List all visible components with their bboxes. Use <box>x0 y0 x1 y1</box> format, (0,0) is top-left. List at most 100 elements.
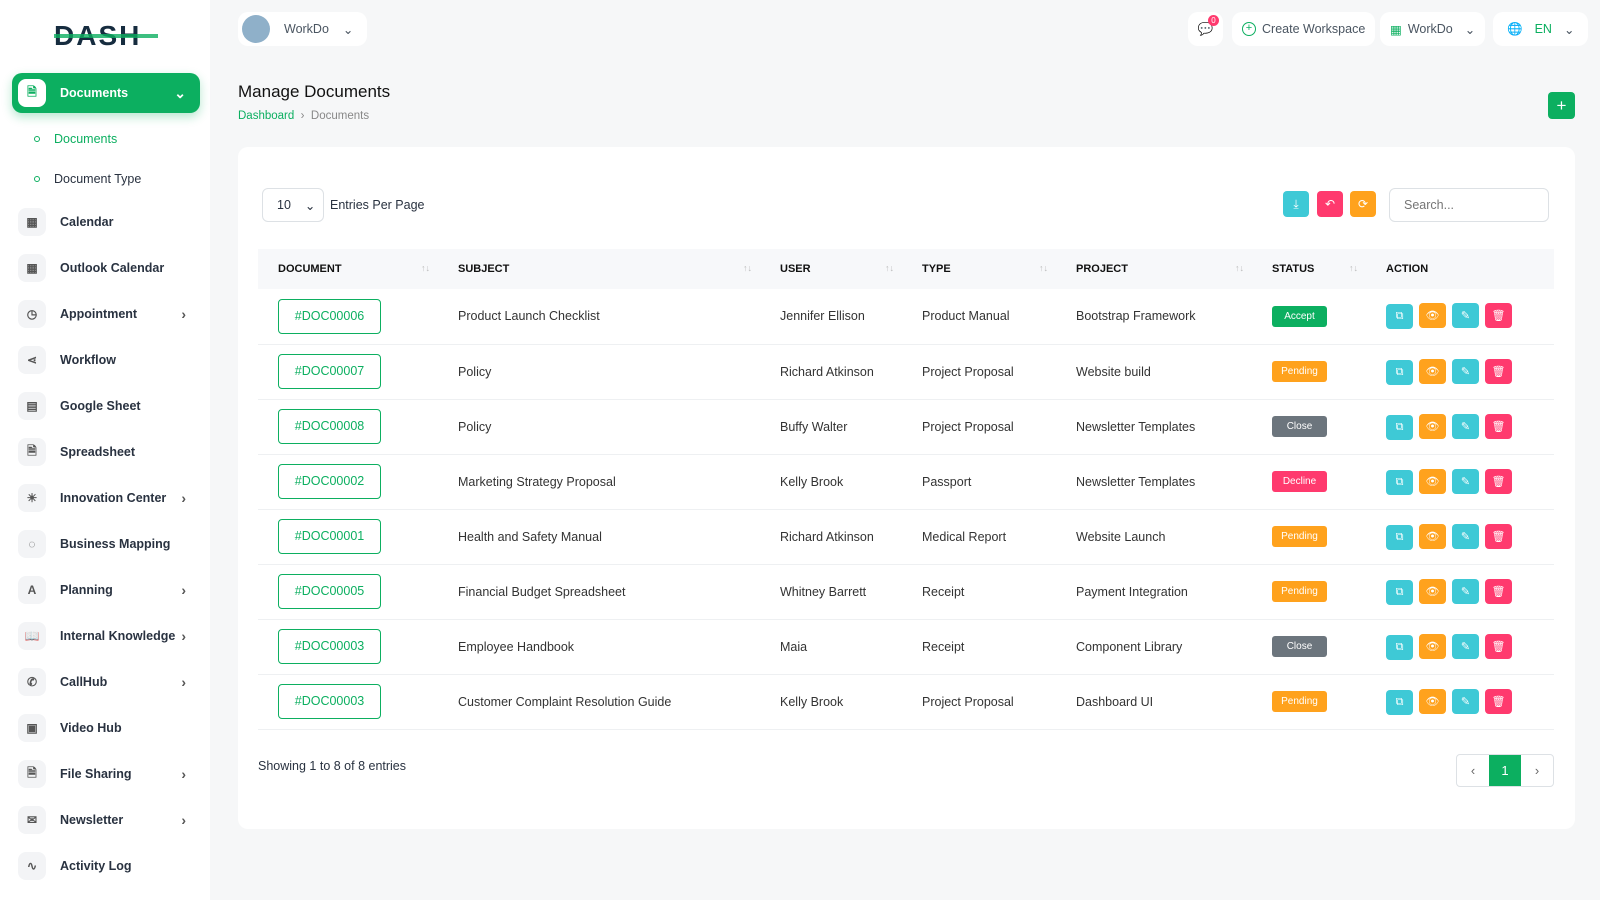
view-button[interactable]: 👁 <box>1419 688 1446 714</box>
logo[interactable]: DASH <box>54 20 158 52</box>
edit-button[interactable]: ✎ <box>1452 578 1479 604</box>
column-header[interactable]: TYPE ↑↓ <box>902 249 1056 289</box>
view-button[interactable]: 👁 <box>1419 413 1446 439</box>
copy-button[interactable]: ⧉ <box>1386 359 1413 385</box>
sidebar-item[interactable]: ▣ Video Hub <box>12 705 200 751</box>
copy-button[interactable]: ⧉ <box>1386 524 1413 550</box>
column-label: PROJECT <box>1076 263 1128 275</box>
breadcrumb-dashboard[interactable]: Dashboard <box>238 110 295 122</box>
sidebar-item[interactable]: ▦ Outlook Calendar <box>12 245 200 291</box>
table-row: #DOC00003 Employee Handbook Maia Receipt Co… <box>258 619 1554 675</box>
sidebar-item[interactable]: ◌ Business Mapping <box>12 521 200 567</box>
document-link[interactable]: #DOC00002 <box>278 464 381 499</box>
sidebar-item[interactable]: 🗎 File Sharing › <box>12 751 200 797</box>
sidebar-subitem[interactable]: Document Type <box>12 159 200 199</box>
delete-button[interactable]: 🗑 <box>1485 413 1512 439</box>
workspace-switcher[interactable]: WorkDo ⌄ <box>238 12 368 46</box>
view-button[interactable]: 👁 <box>1419 358 1446 384</box>
activity-icon: ∿ <box>18 852 46 880</box>
sidebar-item[interactable]: ▦ Calendar <box>12 199 200 245</box>
sidebar-item[interactable]: 📖 Internal Knowledge › <box>12 613 200 659</box>
document-link[interactable]: #DOC00005 <box>278 574 381 609</box>
export-button[interactable]: ⤓ <box>1283 191 1309 217</box>
sidebar-item-label: Documents <box>60 86 129 100</box>
copy-button[interactable]: ⧉ <box>1386 469 1413 495</box>
document-link[interactable]: #DOC00001 <box>278 519 381 554</box>
view-button[interactable]: 👁 <box>1419 468 1446 494</box>
edit-button[interactable]: ✎ <box>1452 468 1479 494</box>
delete-button[interactable]: 🗑 <box>1485 303 1512 329</box>
edit-button[interactable]: ✎ <box>1452 523 1479 549</box>
edit-button[interactable]: ✎ <box>1452 633 1479 659</box>
cell: Receipt <box>902 564 1056 620</box>
column-header[interactable]: STATUS ↑↓ <box>1252 249 1366 289</box>
copy-button[interactable]: ⧉ <box>1386 414 1413 440</box>
reload-button[interactable]: ⟳ <box>1350 191 1376 217</box>
status-badge: Pending <box>1272 526 1327 547</box>
view-button[interactable]: 👁 <box>1419 523 1446 549</box>
sidebar-item[interactable]: ∿ Activity Log <box>12 843 200 889</box>
cell: Health and Safety Manual <box>438 509 760 565</box>
edit-button[interactable]: ✎ <box>1452 688 1479 714</box>
column-header[interactable]: SUBJECT ↑↓ <box>438 249 760 289</box>
sidebar-item[interactable]: ✆ CallHub › <box>12 659 200 705</box>
breadcrumb: Dashboard › Documents <box>238 110 369 122</box>
download-icon: ⤓ <box>1293 196 1299 211</box>
view-button[interactable]: 👁 <box>1419 633 1446 659</box>
delete-button[interactable]: 🗑 <box>1485 633 1512 659</box>
edit-button[interactable]: ✎ <box>1452 358 1479 384</box>
sidebar-subitem[interactable]: Documents <box>12 119 200 159</box>
prev-page-button[interactable]: ‹ <box>1470 763 1476 778</box>
document-link[interactable]: #DOC00007 <box>278 354 381 389</box>
view-button[interactable]: 👁 <box>1419 578 1446 604</box>
breadcrumb-current: Documents <box>310 110 370 122</box>
workspace-menu[interactable]: ▦ WorkDo ⌄ <box>1380 12 1486 46</box>
reset-button[interactable]: ↶ <box>1317 191 1343 217</box>
status-badge: Pending <box>1272 581 1327 602</box>
sidebar-item[interactable]: ◷ Appointment › <box>12 291 200 337</box>
sidebar-item[interactable]: ☀ Innovation Center › <box>12 475 200 521</box>
sidebar-item[interactable]: ✉ Newsletter › <box>12 797 200 843</box>
document-link[interactable]: #DOC00006 <box>278 298 381 334</box>
edit-button[interactable]: ✎ <box>1452 303 1479 329</box>
create-workspace-button[interactable]: + Create Workspace <box>1232 12 1376 46</box>
workspace-menu-label: WorkDo <box>1407 22 1453 36</box>
column-header[interactable]: DOCUMENT ↑↓ <box>258 249 438 289</box>
cell: Policy <box>438 399 760 455</box>
cell: Bootstrap Framework <box>1056 289 1252 345</box>
view-button[interactable]: 👁 <box>1419 303 1446 329</box>
delete-button[interactable]: 🗑 <box>1485 578 1512 604</box>
document-link[interactable]: #DOC00003 <box>278 629 381 664</box>
add-document-button[interactable]: + <box>1548 92 1575 119</box>
sidebar-item-label: Newsletter <box>60 813 124 827</box>
copy-button[interactable]: ⧉ <box>1386 579 1413 605</box>
column-label: USER <box>780 263 811 275</box>
sidebar-item-label: Planning <box>60 583 113 597</box>
edit-button[interactable]: ✎ <box>1452 413 1479 439</box>
sidebar-item[interactable]: A Planning › <box>12 567 200 613</box>
sidebar-item-documents[interactable]: 🗎 Documents ⌄ <box>12 73 200 113</box>
next-page-button[interactable]: › <box>1534 763 1540 778</box>
page-button[interactable]: 1 <box>1489 755 1521 786</box>
delete-button[interactable]: 🗑 <box>1485 468 1512 494</box>
search-input[interactable] <box>1389 188 1549 222</box>
cell: Product Manual <box>902 289 1056 345</box>
copy-button[interactable]: ⧉ <box>1386 689 1413 715</box>
sidebar-item[interactable]: ⋖ Workflow <box>12 337 200 383</box>
sidebar-item[interactable]: ▤ Google Sheet <box>12 383 200 429</box>
chevron-down-icon: ⌄ <box>304 198 316 213</box>
copy-button[interactable]: ⧉ <box>1386 304 1413 330</box>
copy-button[interactable]: ⧉ <box>1386 634 1413 660</box>
sidebar-item[interactable]: 🗎 Spreadsheet <box>12 429 200 475</box>
document-link[interactable]: #DOC00008 <box>278 409 381 444</box>
delete-button[interactable]: 🗑 <box>1485 688 1512 714</box>
column-header[interactable]: ACTION <box>1366 249 1554 289</box>
column-header[interactable]: USER ↑↓ <box>760 249 902 289</box>
delete-button[interactable]: 🗑 <box>1485 358 1512 384</box>
messages-button[interactable]: 💬 0 <box>1188 12 1223 46</box>
column-header[interactable]: PROJECT ↑↓ <box>1056 249 1252 289</box>
document-link[interactable]: #DOC00003 <box>278 684 381 719</box>
language-selector[interactable]: 🌐 EN ⌄ <box>1493 12 1589 46</box>
delete-button[interactable]: 🗑 <box>1485 523 1512 549</box>
entries-select[interactable]: 10 ⌄ <box>262 188 324 222</box>
